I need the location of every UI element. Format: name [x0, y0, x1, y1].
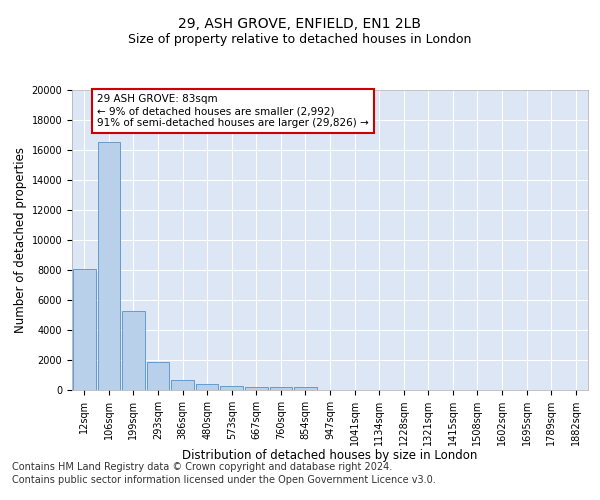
- Text: Contains public sector information licensed under the Open Government Licence v3: Contains public sector information licen…: [12, 475, 436, 485]
- Text: Contains HM Land Registry data © Crown copyright and database right 2024.: Contains HM Land Registry data © Crown c…: [12, 462, 392, 472]
- Bar: [146, 362, 169, 390]
- Text: Size of property relative to detached houses in London: Size of property relative to detached ho…: [128, 32, 472, 46]
- Bar: [171, 380, 194, 390]
- Bar: [294, 388, 317, 390]
- X-axis label: Distribution of detached houses by size in London: Distribution of detached houses by size …: [182, 450, 478, 462]
- Bar: [196, 384, 218, 390]
- Bar: [245, 386, 268, 390]
- Bar: [98, 142, 120, 390]
- Text: 29 ASH GROVE: 83sqm
← 9% of detached houses are smaller (2,992)
91% of semi-deta: 29 ASH GROVE: 83sqm ← 9% of detached hou…: [97, 94, 369, 128]
- Bar: [269, 387, 292, 390]
- Text: 29, ASH GROVE, ENFIELD, EN1 2LB: 29, ASH GROVE, ENFIELD, EN1 2LB: [179, 18, 421, 32]
- Bar: [73, 268, 95, 390]
- Bar: [220, 386, 243, 390]
- Y-axis label: Number of detached properties: Number of detached properties: [14, 147, 28, 333]
- Bar: [122, 310, 145, 390]
